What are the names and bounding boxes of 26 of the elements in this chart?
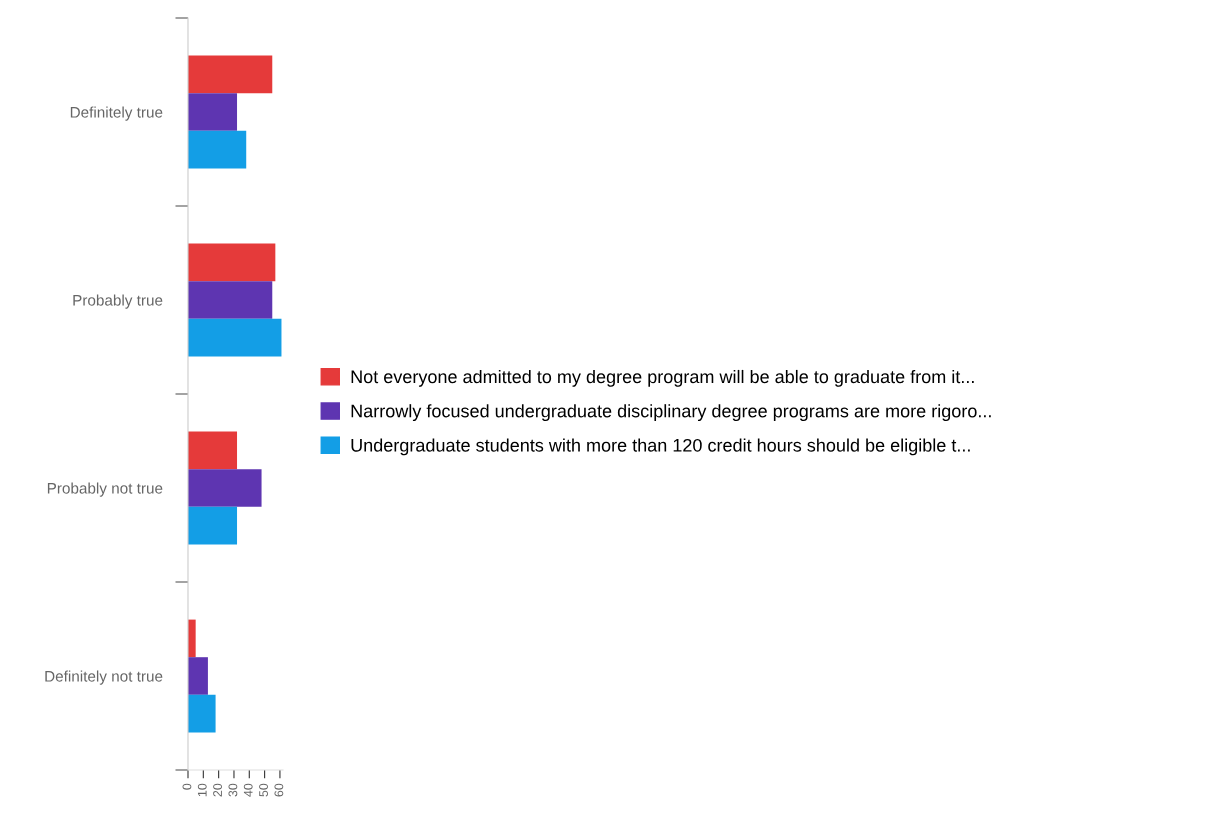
- bar: [188, 318, 282, 357]
- bar: [188, 55, 273, 94]
- bar: [188, 93, 238, 131]
- legend-label: Undergraduate students with more than 120 credit hours should be eligible t...: [351, 438, 970, 456]
- x-tick-label: 50: [259, 783, 268, 797]
- x-tick-label: 20: [213, 783, 222, 797]
- bar: [188, 694, 216, 733]
- bar: [188, 469, 262, 507]
- bar: [188, 619, 196, 658]
- y-tick-label: Definitely not true: [45, 670, 163, 685]
- legend-label: Not everyone admitted to my degree program will be able to graduate from it...: [351, 369, 974, 387]
- y-tick-label: Probably not true: [47, 482, 163, 497]
- y-tick-label: Definitely true: [70, 106, 163, 121]
- legend-label: Narrowly focused undergraduate disciplinary degree programs are more rigoro...: [351, 404, 991, 422]
- y-tick-label: Probably true: [73, 294, 163, 309]
- x-tick-label: 0: [182, 783, 192, 790]
- bar: [188, 130, 247, 169]
- bar: [188, 243, 276, 282]
- bar: [188, 506, 238, 545]
- x-tick-label: 40: [243, 783, 253, 797]
- bar: [188, 657, 208, 695]
- bar: [188, 281, 273, 319]
- x-tick-label: 60: [274, 783, 284, 797]
- x-tick-label: 10: [197, 783, 207, 797]
- bar: [188, 431, 238, 470]
- x-tick-label: 30: [228, 783, 238, 797]
